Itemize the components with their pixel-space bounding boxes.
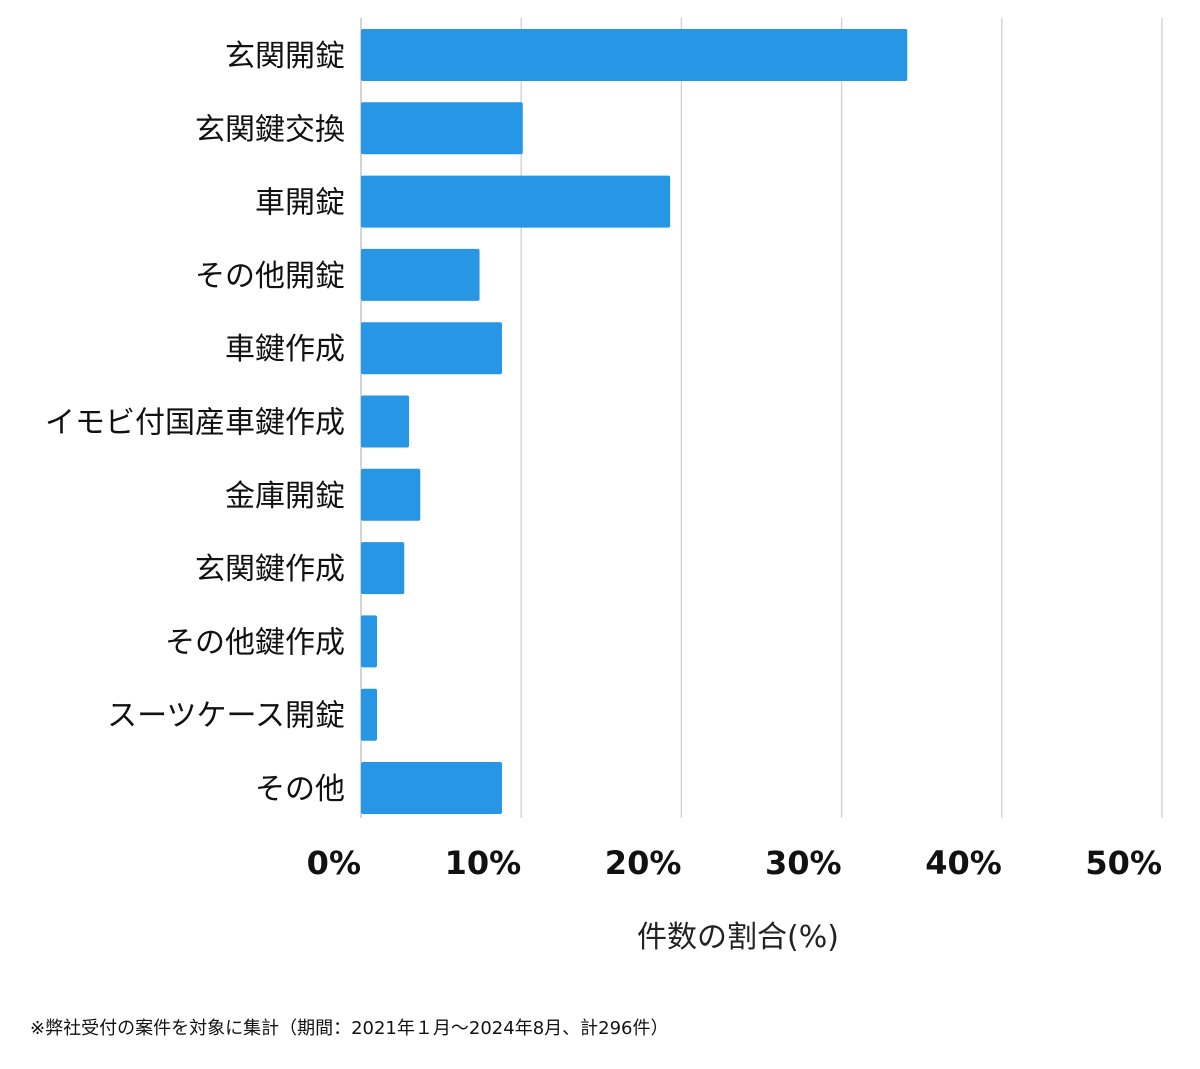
category-label: スーツケース開錠 (107, 699, 345, 734)
bar (361, 102, 523, 155)
category-label: その他鍵作成 (165, 625, 345, 660)
category-label: 車開錠 (255, 186, 345, 221)
category-label: 玄関鍵交換 (195, 112, 345, 147)
bar (361, 542, 405, 595)
tick-label: 30% (765, 844, 842, 882)
footnote: ※弊社受付の案件を対象に集計（期間：2021年１月～2024年8月、計296件） (30, 1018, 669, 1039)
bar (361, 762, 502, 814)
category-label: 玄関開錠 (225, 39, 345, 74)
bar (361, 248, 480, 301)
category-labels: 玄関開錠玄関鍵交換車開錠その他開錠車鍵作成イモビ付国産車鍵作成金庫開錠玄関鍵作成… (45, 39, 345, 807)
x-axis-title: 件数の割合(%) (637, 920, 839, 955)
category-label: 車鍵作成 (225, 332, 345, 367)
bars (361, 29, 908, 814)
tick-labels: 0% 10% 20% 30% 40% 50% (307, 844, 1162, 882)
bar-chart: 玄関開錠玄関鍵交換車開錠その他開錠車鍵作成イモビ付国産車鍵作成金庫開錠玄関鍵作成… (45, 18, 1163, 955)
bar (361, 322, 502, 375)
bar (361, 468, 421, 521)
tick-label: 20% (605, 844, 682, 882)
bar (361, 175, 671, 228)
category-label: イモビ付国産車鍵作成 (45, 406, 345, 441)
tick-label: 10% (445, 844, 522, 882)
category-label: その他開錠 (195, 259, 345, 294)
bar (361, 395, 410, 448)
bar (361, 29, 908, 81)
tick-label: 40% (925, 844, 1002, 882)
category-label: 金庫開錠 (225, 479, 345, 514)
category-label: その他 (255, 772, 345, 807)
tick-label: 0% (307, 844, 361, 882)
tick-label: 50% (1085, 844, 1162, 882)
bar (361, 615, 378, 668)
category-label: 玄関鍵作成 (195, 552, 345, 587)
bar (361, 688, 378, 741)
